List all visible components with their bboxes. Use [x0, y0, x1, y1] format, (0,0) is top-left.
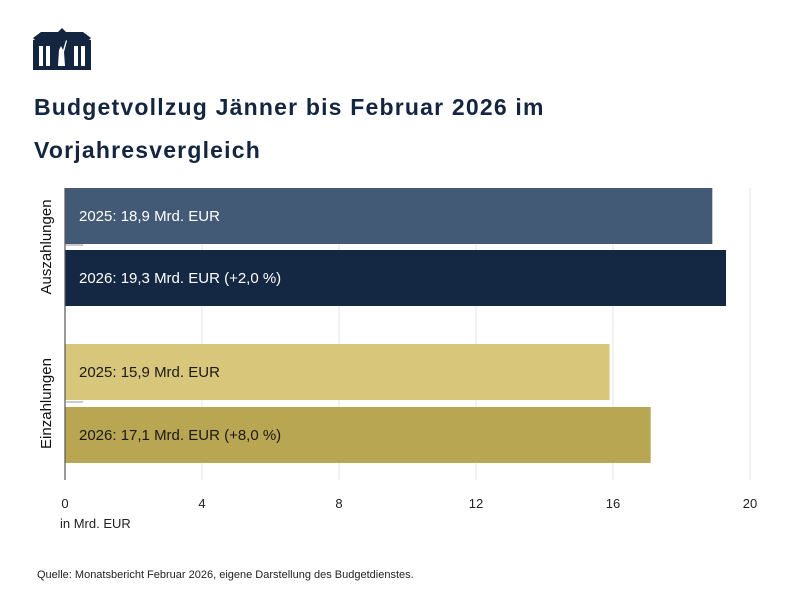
x-tick-label: 0 [61, 496, 68, 511]
source-note: Quelle: Monatsbericht Februar 2026, eige… [37, 569, 414, 581]
bar-label: 2026: 19,3 Mrd. EUR (+2,0 %) [79, 270, 281, 287]
bar [65, 250, 727, 306]
group-label: Auszahlungen [38, 199, 55, 294]
x-tick-label: 8 [335, 496, 342, 511]
bar [65, 188, 713, 244]
x-tick-label: 4 [198, 496, 205, 511]
chart-title: Budgetvollzug Jänner bis Februar 2026 im… [34, 94, 545, 163]
x-tick-label: 12 [469, 496, 483, 511]
x-tick-label: 16 [606, 496, 620, 511]
bar-label: 2025: 18,9 Mrd. EUR [79, 208, 220, 225]
bar [65, 344, 610, 400]
bar [65, 407, 651, 463]
bar-label: 2026: 17,1 Mrd. EUR (+8,0 %) [79, 427, 281, 444]
x-tick-label: 20 [743, 496, 757, 511]
x-axis-label: in Mrd. EUR [60, 516, 131, 531]
parliament-building-icon [33, 28, 91, 75]
group-label: Einzahlungen [38, 358, 55, 449]
bar-label: 2025: 15,9 Mrd. EUR [79, 364, 220, 381]
